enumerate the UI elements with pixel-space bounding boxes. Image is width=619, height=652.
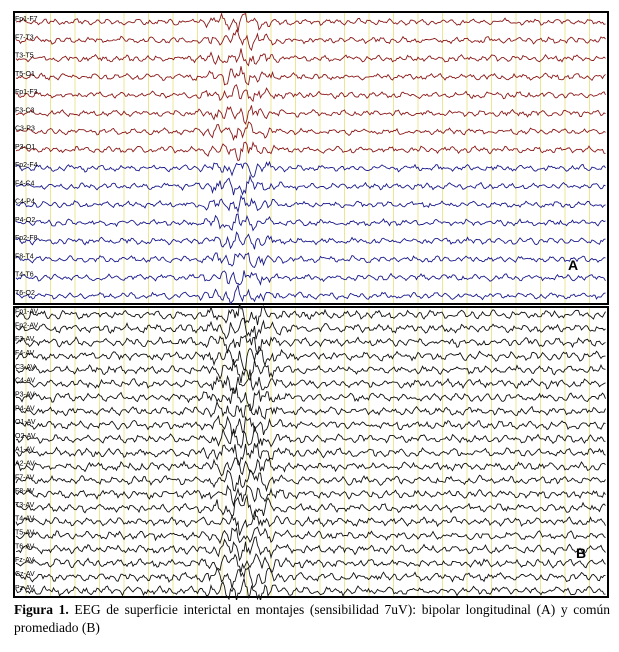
eeg-trace xyxy=(15,414,606,437)
eeg-trace xyxy=(15,174,606,196)
channel-label: T6-O2 xyxy=(15,290,35,297)
channel-label: O1-AV xyxy=(15,419,36,426)
channel-label: Fp2-AV xyxy=(15,322,39,329)
eeg-trace xyxy=(15,536,606,562)
caption-label: Figura 1. xyxy=(14,602,69,617)
channel-label: O2-AV xyxy=(15,433,36,440)
channel-label: Fp1-AV xyxy=(15,309,39,316)
eeg-trace xyxy=(15,578,606,600)
figure-caption: Figura 1. EEG de superficie interictal e… xyxy=(14,601,610,637)
channel-label: C4-P4 xyxy=(15,199,35,206)
panel-b-letter: B xyxy=(576,545,586,561)
eeg-trace xyxy=(15,12,606,33)
channel-label: F4-AV xyxy=(15,350,35,357)
eeg-trace xyxy=(15,494,606,521)
eeg-trace xyxy=(15,283,606,305)
eeg-trace xyxy=(15,553,606,573)
eeg-trace xyxy=(15,566,606,589)
channel-label: P4-O2 xyxy=(15,217,35,224)
channel-label: F8-AV xyxy=(15,488,35,495)
eeg-figure: Fp1-F7 F7-T3 T3-T5 T5-O1 Fp1-F3 F3-C3 C3-P3 P3-… xyxy=(13,11,609,600)
eeg-trace xyxy=(15,509,606,536)
eeg-trace xyxy=(15,231,606,250)
channel-label: C3-P3 xyxy=(15,126,35,133)
eeg-trace xyxy=(16,400,606,420)
eeg-trace xyxy=(15,386,606,411)
eeg-trace xyxy=(15,213,606,232)
channel-label: A1-AV xyxy=(15,447,35,454)
eeg-trace xyxy=(15,526,606,545)
panel-a-bipolar-montage: Fp1-F7 F7-T3 T3-T5 T5-O1 Fp1-F3 F3-C3 C3-P3 P3-… xyxy=(13,11,609,305)
channel-label: T5-AV xyxy=(15,530,35,537)
eeg-trace xyxy=(15,84,606,103)
eeg-trace xyxy=(15,347,606,371)
eeg-trace xyxy=(15,303,606,326)
channel-label: T3-T5 xyxy=(15,53,34,60)
eeg-trace xyxy=(15,270,606,286)
channel-label: F7-AV xyxy=(15,474,35,481)
channel-label: Fp1-F3 xyxy=(15,89,38,96)
channel-label: T4-AV xyxy=(15,516,35,523)
eeg-trace xyxy=(15,369,606,394)
channel-label: F4-C4 xyxy=(15,180,35,187)
panel-a-frame xyxy=(13,11,609,305)
channel-label: T3-AV xyxy=(15,502,35,509)
eeg-trace xyxy=(15,457,606,477)
eeg-trace xyxy=(15,105,606,125)
eeg-trace xyxy=(15,252,606,268)
eeg-trace xyxy=(15,29,606,52)
channel-label: T6-AV xyxy=(15,543,35,550)
channel-label: F8-T4 xyxy=(15,253,34,260)
caption-text: EEG de superficie interictal en montajes… xyxy=(14,602,610,635)
channel-label: A2-AV xyxy=(15,461,35,468)
channel-label: T5-O1 xyxy=(15,71,35,78)
channel-label: F7-T3 xyxy=(15,34,34,41)
eeg-trace xyxy=(15,334,606,356)
channel-label: C4-AV xyxy=(15,378,35,385)
channel-label: Fz-AV xyxy=(15,557,34,564)
channel-label: P3-O1 xyxy=(15,144,35,151)
channel-label: P4-AV xyxy=(15,405,35,412)
channel-label: Fp2-F4 xyxy=(15,162,38,169)
eeg-trace xyxy=(15,425,606,449)
eeg-trace xyxy=(15,359,606,383)
eeg-trace xyxy=(15,66,606,86)
channel-label: C3-AV xyxy=(15,364,35,371)
channel-label: P3-AV xyxy=(15,391,35,398)
channel-label: Pz-AV xyxy=(15,585,35,592)
eeg-trace xyxy=(15,442,606,467)
eeg-trace xyxy=(15,484,606,507)
eeg-trace xyxy=(15,121,606,142)
channel-label: Fp1-F7 xyxy=(15,16,38,23)
panel-b-frame xyxy=(13,306,609,598)
eeg-trace xyxy=(15,48,606,67)
panel-b-average-montage: Fp1-AV Fp2-AV F3-AV F4-AV C3-AV C4-AV P3-AV P4-… xyxy=(13,303,609,600)
eeg-trace xyxy=(15,160,606,178)
channel-label: Fp2-F8 xyxy=(15,235,38,242)
channel-label: Cz-AV xyxy=(15,571,35,578)
channel-label: T4-T6 xyxy=(15,272,34,279)
channel-label: F3-AV xyxy=(15,336,35,343)
channel-label: F3-C3 xyxy=(15,107,35,114)
eeg-trace xyxy=(15,141,606,162)
panel-a-letter: A xyxy=(568,257,578,273)
eeg-trace xyxy=(15,317,606,340)
eeg-trace xyxy=(15,194,606,214)
eeg-trace xyxy=(15,468,606,493)
